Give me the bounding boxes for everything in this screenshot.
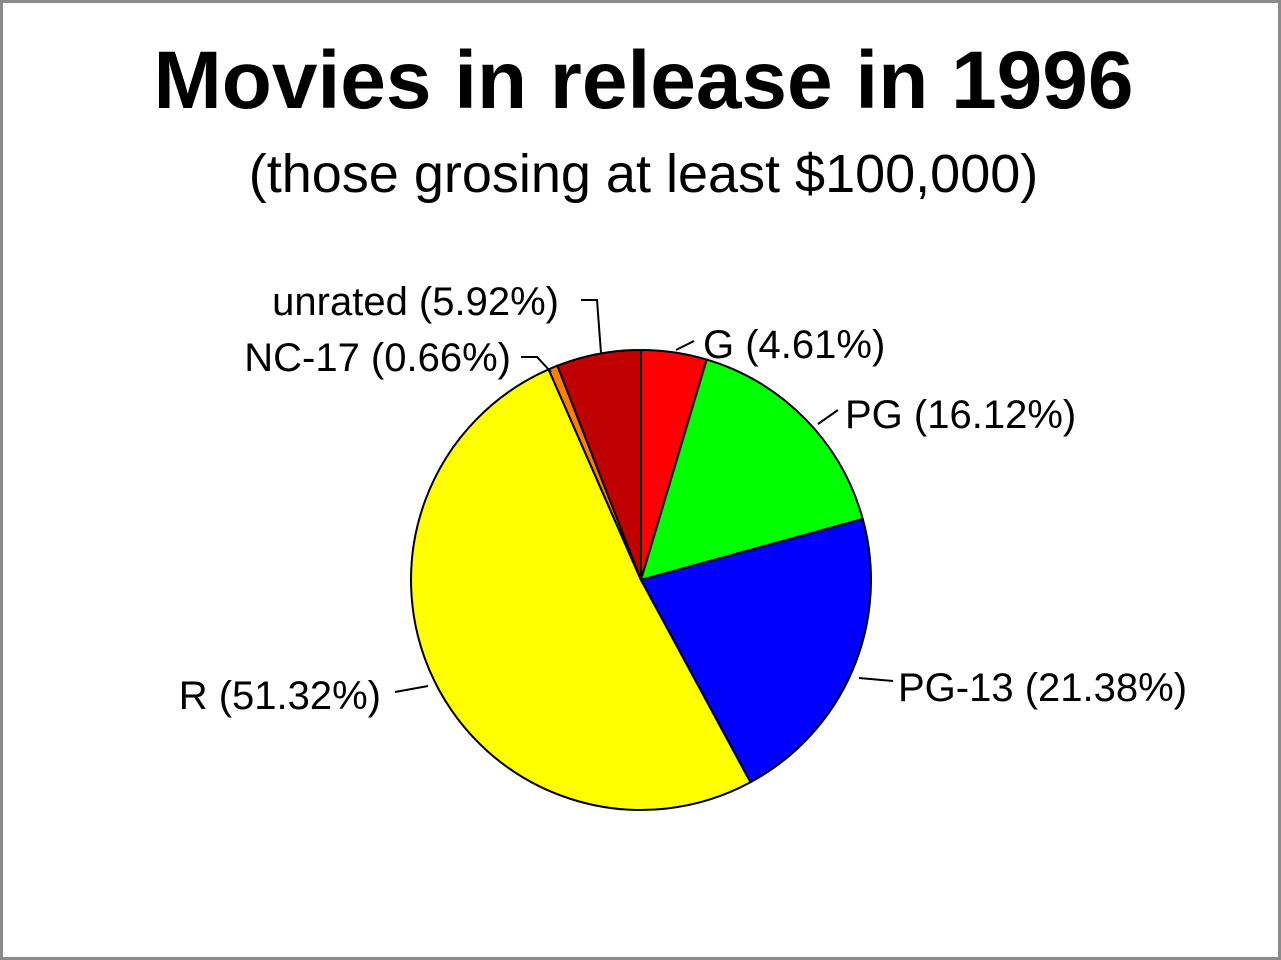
pie-slice-unrated bbox=[556, 349, 642, 581]
slice-label-unrated: unrated (5.92%) bbox=[272, 280, 559, 324]
leader-line-unrated bbox=[581, 299, 602, 354]
leader-line-nc-17 bbox=[521, 356, 552, 373]
leader-line-pg bbox=[817, 409, 839, 425]
slice-label-nc-17: NC-17 (0.66%) bbox=[244, 336, 511, 380]
leader-line-r bbox=[394, 685, 429, 693]
leader-line-pg-13 bbox=[858, 677, 894, 682]
slice-label-r: R (51.32%) bbox=[179, 674, 381, 718]
slice-label-pg-13: PG-13 (21.38%) bbox=[898, 666, 1187, 710]
pie-slice-r bbox=[410, 368, 752, 811]
slice-label-g: G (4.61%) bbox=[703, 323, 885, 367]
leader-line-g bbox=[675, 340, 695, 351]
chart-subtitle: (those grosing at least $100,000) bbox=[248, 144, 1039, 204]
pie-chart: G (4.61%) PG (16.12%) PG-13 (21.38%) R (51.… bbox=[179, 280, 1187, 811]
slice-label-pg: PG (16.12%) bbox=[845, 393, 1076, 437]
chart-title: Movies in release in 1996 bbox=[153, 35, 1134, 126]
pie-slice-pg bbox=[640, 358, 864, 581]
pie-slice-pg-13 bbox=[640, 518, 872, 784]
